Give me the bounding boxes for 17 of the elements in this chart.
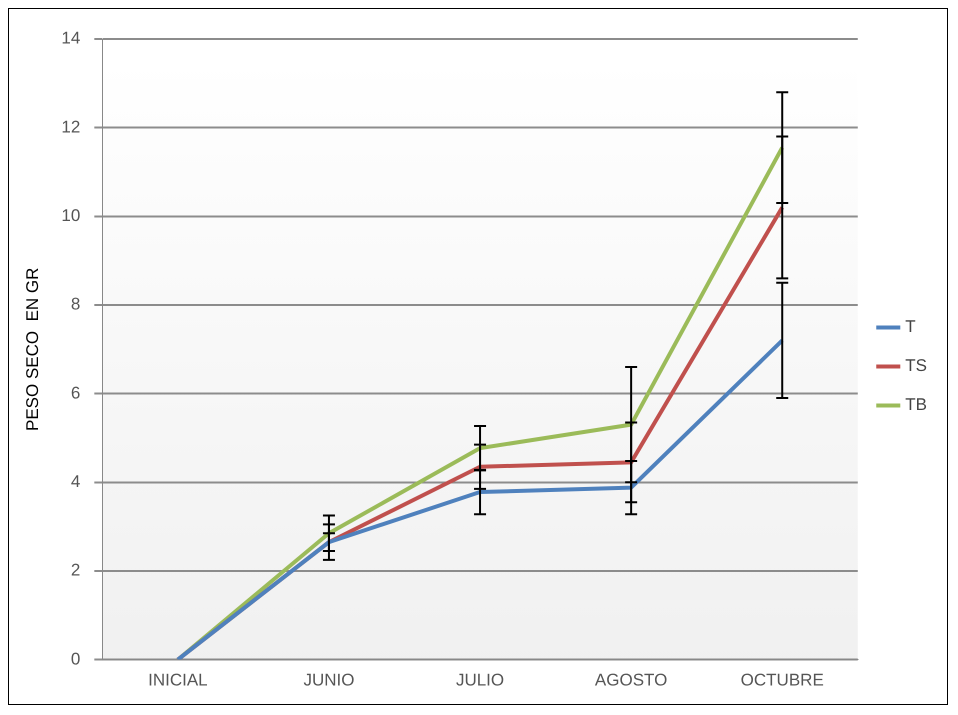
y-tick-label: 10	[61, 206, 80, 225]
y-tick-label: 4	[70, 472, 80, 491]
x-tick-label: AGOSTO	[594, 670, 668, 690]
y-axis-title: PESO SECO EN GR	[22, 268, 42, 432]
legend-label: T	[905, 317, 916, 336]
x-tick-label: JUNIO	[303, 670, 354, 690]
legend-label: TS	[905, 356, 928, 376]
x-tick-label: JULIO	[456, 670, 504, 690]
y-tick-label: 8	[70, 294, 80, 314]
x-tick-label: INICIAL	[148, 670, 208, 690]
y-tick-label: 12	[61, 117, 80, 136]
legend-label: TB	[905, 395, 928, 414]
y-tick-label: 2	[70, 560, 80, 580]
y-tick-label: 14	[61, 28, 80, 48]
y-tick-label: 0	[70, 649, 80, 668]
y-tick-label: 6	[70, 383, 80, 402]
x-tick-label: OCTUBRE	[740, 670, 824, 690]
